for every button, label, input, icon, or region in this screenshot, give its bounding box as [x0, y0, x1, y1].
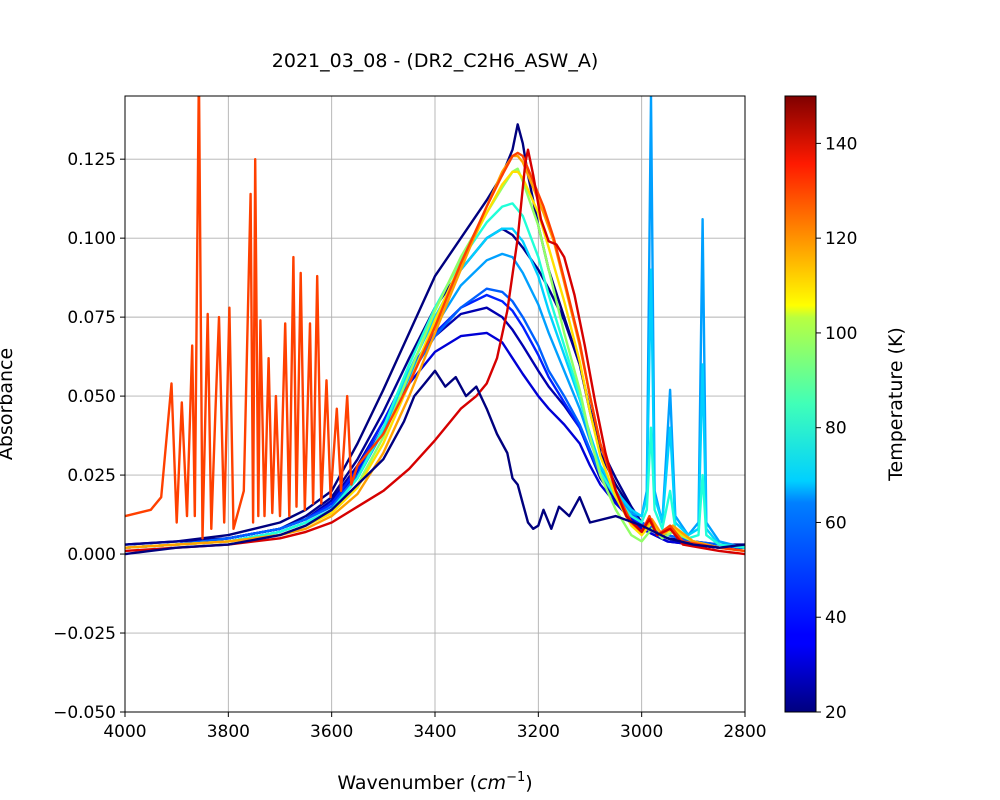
x-tick-label: 3400	[413, 722, 456, 742]
spectra-series	[125, 96, 745, 556]
colorbar	[784, 95, 817, 713]
spectrum-line-34K	[125, 293, 745, 549]
colorbar-label: Temperature (K)	[885, 327, 907, 482]
colorbar-tick-label: 20	[825, 703, 847, 723]
y-tick-label: 0.100	[67, 229, 116, 249]
y-tick-label: −0.025	[53, 624, 116, 644]
y-tick-label: 0.025	[67, 466, 116, 486]
y-tick-label: −0.050	[53, 703, 116, 723]
x-tick-label: 2800	[723, 722, 766, 742]
x-tick-label: 3200	[517, 722, 560, 742]
spectrum-line-20K	[125, 369, 745, 556]
spectrum-line-145K	[125, 148, 745, 556]
y-tick-label: 0.075	[67, 308, 116, 328]
y-tick-label: 0.050	[67, 387, 116, 407]
colorbar-tick-label: 120	[825, 229, 857, 249]
chart-title: 2021_03_08 - (DR2_C2H6_ASW_A)	[272, 50, 598, 72]
y-axis-ticks: −0.050 −0.025 0.000 0.025 0.050 0.075 0.100 0.1…	[53, 150, 125, 723]
x-axis-label: Wavenumber (cm−1)	[337, 770, 532, 794]
x-tick-label: 3800	[207, 722, 250, 742]
colorbar-ticks: 20 40 60 80 100 120 140	[816, 134, 857, 723]
spectrum-line-42K	[125, 287, 745, 549]
colorbar-tick-label: 60	[825, 513, 847, 533]
y-tick-label: 0.125	[67, 150, 116, 170]
colorbar-tick-label: 140	[825, 134, 857, 154]
x-tick-label: 3000	[620, 722, 663, 742]
colorbar-tick-label: 100	[825, 324, 857, 344]
colorbar-tick-label: 40	[825, 608, 847, 628]
x-tick-label: 3600	[310, 722, 353, 742]
y-axis-label: Absorbance	[0, 348, 17, 460]
colorbar-tick-label: 80	[825, 419, 847, 439]
y-tick-label: 0.000	[67, 545, 116, 565]
x-axis-ticks: 4000 3800 3600 3400 3200 3000 2800	[103, 712, 767, 742]
x-tick-label: 4000	[103, 722, 146, 742]
spectrum-line-130K	[125, 96, 745, 553]
